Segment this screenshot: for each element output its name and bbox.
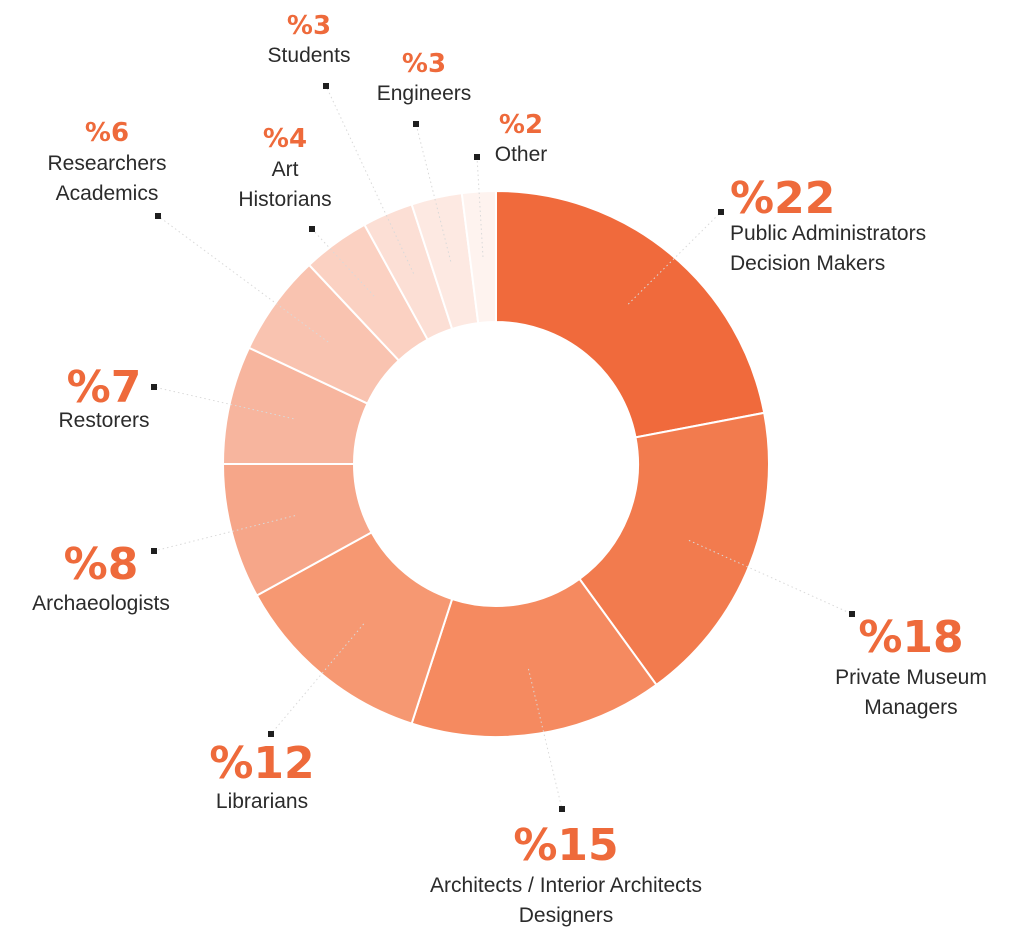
value-label-other: %2 — [499, 110, 543, 140]
leader-dot-researchers — [155, 213, 161, 219]
category-label-private-museum-line2: Managers — [864, 696, 957, 719]
leader-line-students — [325, 85, 415, 274]
category-label-restorers: Restorers — [58, 409, 149, 432]
value-label-public-administrators: %22 — [730, 173, 835, 224]
leader-line-private-museum — [688, 539, 853, 615]
value-label-researchers: %6 — [85, 118, 129, 148]
value-label-students: %3 — [287, 11, 331, 41]
value-label-archaeologists: %8 — [64, 539, 139, 590]
leader-dot-art — [309, 226, 315, 232]
leader-dot-students — [323, 83, 329, 89]
leader-line-restorers — [153, 386, 294, 420]
slice-architects-interior-architects — [410, 577, 658, 738]
leader-dot-restorers — [151, 384, 157, 390]
leader-dot-other — [474, 154, 480, 160]
category-label-other: Other — [495, 143, 548, 166]
category-label-researchers-line2: Academics — [56, 182, 159, 205]
leader-line-librarians — [270, 623, 365, 735]
leader-line-researchers — [157, 215, 329, 343]
leader-line-other — [476, 156, 484, 257]
leader-dot-archaeologists — [151, 548, 157, 554]
leader-line-public-administrators — [627, 211, 722, 305]
category-label-architects-interior-architects-line2: Designers — [519, 904, 614, 927]
leader-line-art — [311, 228, 375, 297]
category-label-art: Art — [272, 158, 299, 181]
leader-dot-public-administrators — [718, 209, 724, 215]
category-label-researchers: Researchers — [47, 152, 166, 175]
leader-dot-librarians — [268, 731, 274, 737]
value-label-engineers: %3 — [402, 49, 446, 79]
leader-dot-private-museum — [849, 611, 855, 617]
slice-other — [460, 189, 497, 325]
leader-dot-architects-interior-architects — [559, 806, 565, 812]
leader-dot-engineers — [413, 121, 419, 127]
value-label-restorers: %7 — [67, 362, 142, 413]
value-label-librarians: %12 — [209, 738, 314, 789]
category-label-architects-interior-architects: Architects / Interior Architects — [430, 874, 702, 897]
leader-line-archaeologists — [153, 515, 296, 552]
category-label-students: Students — [268, 44, 351, 67]
leader-lines — [151, 83, 855, 812]
leader-line-architects-interior-architects — [527, 668, 563, 810]
category-label-private-museum: Private Museum — [835, 666, 987, 689]
category-label-art-line2: Historians — [238, 188, 331, 211]
category-label-engineers: Engineers — [377, 82, 472, 105]
category-label-public-administrators-line2: Decision Makers — [730, 252, 885, 275]
value-label-art: %4 — [263, 124, 307, 154]
slice-private-museum — [578, 411, 770, 687]
donut-slices — [221, 189, 770, 738]
category-label-librarians: Librarians — [216, 790, 308, 813]
category-label-archaeologists: Archaeologists — [32, 592, 170, 615]
value-label-private-museum: %18 — [858, 612, 963, 663]
leader-line-engineers — [415, 123, 452, 262]
slice-public-administrators — [495, 189, 766, 439]
value-label-architects-interior-architects: %15 — [513, 820, 618, 871]
category-label-public-administrators: Public Administrators — [730, 222, 926, 245]
